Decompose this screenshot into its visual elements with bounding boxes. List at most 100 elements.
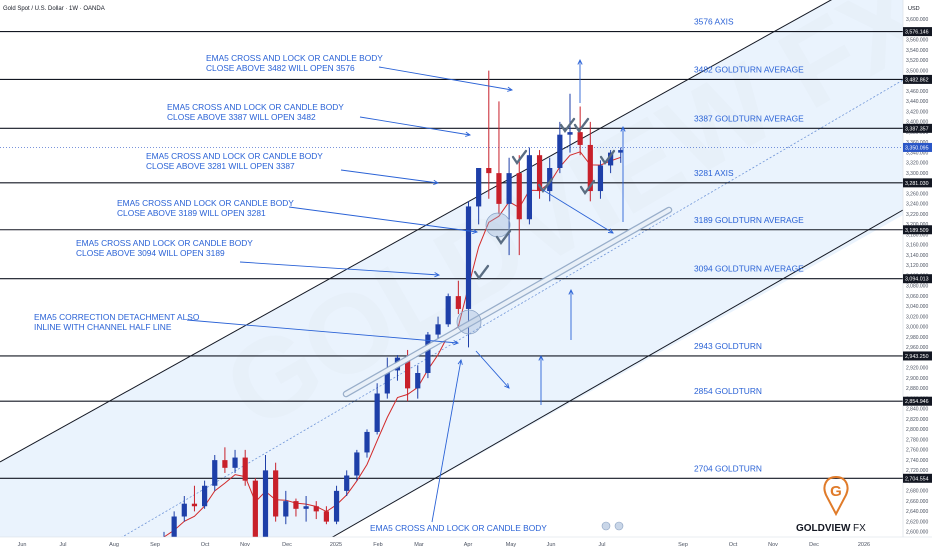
candle-body bbox=[415, 373, 420, 388]
y-tick-label: 2,760.000 bbox=[906, 448, 928, 454]
candle-body bbox=[182, 504, 187, 517]
y-tick-label: 2,840.000 bbox=[906, 407, 928, 413]
price-tag-text: 3,189.509 bbox=[905, 228, 929, 234]
candle-body bbox=[354, 452, 359, 475]
y-tick-label: 3,080.000 bbox=[906, 284, 928, 290]
y-tick-label: 3,460.000 bbox=[906, 89, 928, 95]
x-tick-label: Jun bbox=[18, 542, 27, 548]
price-tag-text: 3,094.013 bbox=[905, 277, 929, 283]
candle[interactable] bbox=[425, 332, 430, 378]
level-label: 3482 GOLDTURN AVERAGE bbox=[694, 64, 804, 74]
candle-body bbox=[273, 470, 278, 516]
candle-body bbox=[567, 132, 572, 135]
current-price-text: 3,350.095 bbox=[905, 145, 929, 151]
x-tick-label: 2026 bbox=[858, 542, 870, 548]
annotation-line: CLOSE ABOVE 3281 WILL OPEN 3387 bbox=[146, 161, 295, 171]
x-tick-label: Sep bbox=[150, 542, 160, 548]
brand-logo-suffix: FX bbox=[853, 523, 866, 534]
y-tick-label: 2,720.000 bbox=[906, 468, 928, 474]
y-tick-label: 2,980.000 bbox=[906, 335, 928, 341]
x-tick-label: Sep bbox=[678, 542, 688, 548]
level-label: 3387 GOLDTURN AVERAGE bbox=[694, 113, 804, 123]
candle-body bbox=[334, 491, 339, 522]
annotation-line: EMA5 CROSS AND LOCK OR CANDLE BODY bbox=[370, 523, 547, 533]
candle-body bbox=[304, 506, 309, 509]
price-tag: 3,189.509 bbox=[903, 225, 932, 234]
y-tick-label: 3,560.000 bbox=[906, 38, 928, 44]
y-tick-label: 2,680.000 bbox=[906, 489, 928, 495]
candle-body bbox=[578, 132, 583, 145]
level-label: 3094 GOLDTURN AVERAGE bbox=[694, 264, 804, 274]
x-tick-label: Jul bbox=[598, 542, 605, 548]
y-tick-label: 3,260.000 bbox=[906, 191, 928, 197]
price-tag: 3,281.030 bbox=[903, 178, 932, 187]
annotation-line: EMA5 CROSS AND LOCK OR CANDLE BODY bbox=[76, 238, 253, 248]
y-tick-label: 2,740.000 bbox=[906, 458, 928, 464]
event-flag-icon[interactable] bbox=[615, 522, 623, 530]
y-tick-label: 3,540.000 bbox=[906, 48, 928, 54]
y-tick-label: 2,820.000 bbox=[906, 417, 928, 423]
x-tick-label: Aug bbox=[109, 542, 119, 548]
candle-body bbox=[557, 135, 562, 168]
candle-body bbox=[232, 458, 237, 468]
chart-title: Gold Spot / U.S. Dollar · 1W · OANDA bbox=[3, 6, 105, 12]
level-label: 3189 GOLDTURN AVERAGE bbox=[694, 215, 804, 225]
x-tick-label: Nov bbox=[768, 542, 778, 548]
candle-body bbox=[324, 511, 329, 521]
currency-label: USD bbox=[908, 6, 920, 12]
price-tag-text: 2,854.946 bbox=[905, 399, 929, 405]
x-tick-label: Jul bbox=[59, 542, 66, 548]
candle[interactable] bbox=[446, 294, 451, 327]
price-tag-text: 3,281.030 bbox=[905, 181, 929, 187]
candle-body bbox=[243, 458, 248, 481]
annotation-line: CLOSE ABOVE 3482 WILL OPEN 3576 bbox=[206, 63, 355, 73]
price-tag: 2,943.250 bbox=[903, 351, 932, 360]
candle-body bbox=[598, 165, 603, 191]
annotation-line: EMA5 CROSS AND LOCK OR CANDLE BODY bbox=[146, 151, 323, 161]
candle-body bbox=[466, 206, 471, 309]
level-label: 2704 GOLDTURN bbox=[694, 463, 762, 473]
event-flag-icon[interactable] bbox=[602, 522, 610, 530]
candle[interactable] bbox=[212, 455, 217, 491]
candle-body bbox=[192, 504, 197, 507]
y-tick-label: 2,620.000 bbox=[906, 519, 928, 525]
x-tick-label: 2025 bbox=[330, 542, 342, 548]
candle[interactable] bbox=[273, 463, 278, 522]
x-tick-label: Oct bbox=[729, 542, 738, 548]
candle-body bbox=[212, 460, 217, 486]
price-tag-text: 2,943.250 bbox=[905, 354, 929, 360]
price-tag-text: 2,704.554 bbox=[905, 476, 929, 482]
y-tick-label: 3,320.000 bbox=[906, 161, 928, 167]
candle-body bbox=[293, 501, 298, 509]
candle-body bbox=[364, 432, 369, 453]
price-tag-text: 3,387.357 bbox=[905, 126, 929, 132]
price-tag-text: 3,482.862 bbox=[905, 77, 929, 83]
y-tick-label: 2,640.000 bbox=[906, 509, 928, 515]
candle-body bbox=[517, 173, 522, 219]
annotation-text: EMA5 CROSS AND LOCK OR CANDLE BODY bbox=[370, 523, 547, 533]
y-tick-label: 2,900.000 bbox=[906, 376, 928, 382]
candle[interactable] bbox=[334, 486, 339, 524]
y-tick-label: 2,660.000 bbox=[906, 499, 928, 505]
x-tick-label: Oct bbox=[201, 542, 210, 548]
x-tick-label: Apr bbox=[464, 542, 473, 548]
x-tick-label: Feb bbox=[373, 542, 382, 548]
price-tag-text: 3,576.146 bbox=[905, 30, 929, 36]
annotation-line: EMA5 CROSS AND LOCK OR CANDLE BODY bbox=[206, 53, 383, 63]
candle-body bbox=[283, 501, 288, 516]
ema-touch-circle bbox=[457, 310, 481, 334]
candle-body bbox=[456, 296, 461, 309]
price-tag: 3,482.862 bbox=[903, 75, 932, 84]
y-tick-label: 3,300.000 bbox=[906, 171, 928, 177]
x-tick-label: Nov bbox=[240, 542, 250, 548]
price-tag: 2,704.554 bbox=[903, 474, 932, 483]
candle[interactable] bbox=[527, 148, 532, 225]
brand-logo-word: GOLDVIEW bbox=[796, 523, 851, 534]
y-tick-label: 3,500.000 bbox=[906, 68, 928, 74]
x-tick-label: Jun bbox=[547, 542, 556, 548]
x-tick-label: Mar bbox=[414, 542, 424, 548]
candle-body bbox=[375, 394, 380, 432]
candle-body bbox=[172, 517, 177, 538]
